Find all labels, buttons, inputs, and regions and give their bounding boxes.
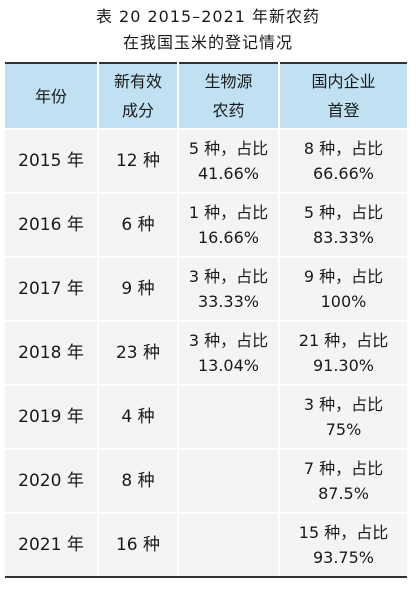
year-cell: 2015 年 [5,128,99,193]
count-cell: 12 种 [98,128,179,193]
domestic-cell: 15 种，占比 93.75% [279,512,407,578]
header-year: 年份 [5,63,99,129]
domestic-cell: 8 种，占比 66.66% [279,128,407,193]
table-row: 2017 年 9 种 3 种，占比 33.33% 9 种，占比 100% [5,256,407,321]
year-cell: 2017 年 [5,256,99,321]
caption-line-2: 在我国玉米的登记情况 [122,33,293,52]
bio-cell [178,448,280,513]
domestic-cell: 5 种，占比 83.33% [279,192,407,257]
bio-cell: 1 种，占比 16.66% [178,192,280,257]
domestic-cell: 7 种，占比 87.5% [279,448,407,513]
domestic-cell: 3 种，占比 75% [279,384,407,449]
header-bio-pesticide: 生物源 农药 [178,63,280,129]
bio-cell [178,384,280,449]
caption-line-1: 表 20 2015–2021 年新农药 [95,7,321,26]
registration-table: 年份 新有效 成分 生物源 农药 国内企业 首登 2015 年 12 种 5 种… [5,62,407,578]
table-row: 2016 年 6 种 1 种，占比 16.66% 5 种，占比 83.33% [5,192,407,257]
domestic-cell: 9 种，占比 100% [279,256,407,321]
table-row: 2021 年 16 种 15 种，占比 93.75% [5,512,407,578]
count-cell: 23 种 [98,320,179,385]
count-cell: 6 种 [98,192,179,257]
year-cell: 2018 年 [5,320,99,385]
table-caption: 表 20 2015–2021 年新农药 在我国玉米的登记情况 [0,0,416,56]
domestic-cell: 21 种，占比 91.30% [279,320,407,385]
bio-cell [178,512,280,578]
year-cell: 2021 年 [5,512,99,578]
table-row: 2015 年 12 种 5 种，占比 41.66% 8 种，占比 66.66% [5,128,407,193]
header-domestic-first: 国内企业 首登 [279,63,407,129]
count-cell: 4 种 [98,384,179,449]
bio-cell: 3 种，占比 13.04% [178,320,280,385]
year-cell: 2020 年 [5,448,99,513]
year-cell: 2016 年 [5,192,99,257]
bio-cell: 3 种，占比 33.33% [178,256,280,321]
table-row: 2019 年 4 种 3 种，占比 75% [5,384,407,449]
bio-cell: 5 种，占比 41.66% [178,128,280,193]
count-cell: 9 种 [98,256,179,321]
count-cell: 8 种 [98,448,179,513]
count-cell: 16 种 [98,512,179,578]
header-new-ingredients: 新有效 成分 [98,63,179,129]
header-row: 年份 新有效 成分 生物源 农药 国内企业 首登 [5,63,407,129]
table-row: 2020 年 8 种 7 种，占比 87.5% [5,448,407,513]
table-row: 2018 年 23 种 3 种，占比 13.04% 21 种，占比 91.30% [5,320,407,385]
year-cell: 2019 年 [5,384,99,449]
